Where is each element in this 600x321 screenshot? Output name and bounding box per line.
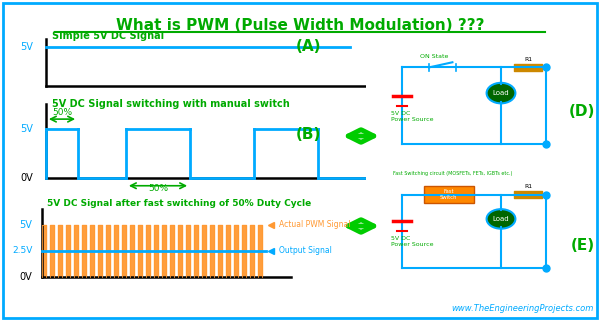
Text: Output Signal: Output Signal [279, 246, 332, 255]
Text: ON State: ON State [420, 55, 448, 59]
Text: Load: Load [493, 90, 509, 96]
Text: 5V DC Signal switching with manual switch: 5V DC Signal switching with manual switc… [52, 99, 290, 109]
Text: Load: Load [493, 216, 509, 222]
Text: Actual PWM Signal: Actual PWM Signal [279, 220, 350, 229]
Text: 5V: 5V [20, 220, 32, 230]
Text: www.TheEngineeringProjects.com: www.TheEngineeringProjects.com [452, 304, 594, 313]
Text: 0V: 0V [20, 173, 33, 183]
Text: Fast Switching circuit (MOSFETs, FETs, IGBTs etc.): Fast Switching circuit (MOSFETs, FETs, I… [393, 171, 512, 176]
Text: R1: R1 [524, 57, 532, 62]
Text: 0V: 0V [20, 272, 32, 282]
Text: 5V DC Signal after fast switching of 50% Duty Cycle: 5V DC Signal after fast switching of 50%… [47, 199, 311, 208]
Bar [424, 186, 474, 203]
Text: 5V: 5V [20, 124, 33, 134]
Text: (E): (E) [571, 239, 595, 254]
Circle shape [487, 209, 515, 229]
Text: (D): (D) [569, 103, 595, 118]
Text: 5V DC
Power Source: 5V DC Power Source [391, 236, 434, 247]
Text: (A): (A) [296, 39, 321, 54]
Circle shape [487, 83, 515, 103]
Text: 5V DC
Power Source: 5V DC Power Source [391, 111, 434, 122]
Text: Simple 5V DC Signal: Simple 5V DC Signal [52, 31, 164, 41]
Text: 5V: 5V [20, 42, 33, 52]
Text: Fast
Switch: Fast Switch [440, 189, 458, 200]
Text: 50%: 50% [148, 184, 168, 193]
Text: What is PWM (Pulse Width Modulation) ???: What is PWM (Pulse Width Modulation) ??? [116, 18, 484, 33]
Text: R1: R1 [524, 185, 532, 189]
Text: 50%: 50% [52, 108, 72, 117]
Text: (B): (B) [296, 127, 321, 142]
Text: 2.5V: 2.5V [12, 246, 32, 255]
